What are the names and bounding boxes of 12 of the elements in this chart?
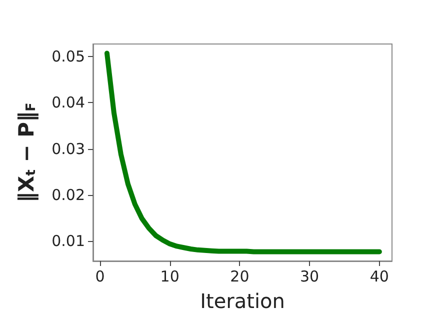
x-tick-label: 10 xyxy=(160,268,180,286)
x-tick-label: 30 xyxy=(300,268,320,286)
y-tick-label: 0.05 xyxy=(52,47,85,66)
x-axis-title: Iteration xyxy=(200,289,285,313)
x-tick-label: 40 xyxy=(370,268,389,286)
y-tick-label: 0.02 xyxy=(52,186,85,204)
y-tick-label: 0.03 xyxy=(52,140,85,158)
y-axis-title: ‖Xt − P‖F xyxy=(14,102,39,202)
x-tick-label: 20 xyxy=(230,268,250,286)
x-tick-label: 0 xyxy=(95,268,105,286)
y-tick-label: 0.04 xyxy=(52,94,85,112)
y-tick-label: 0.01 xyxy=(52,232,85,250)
